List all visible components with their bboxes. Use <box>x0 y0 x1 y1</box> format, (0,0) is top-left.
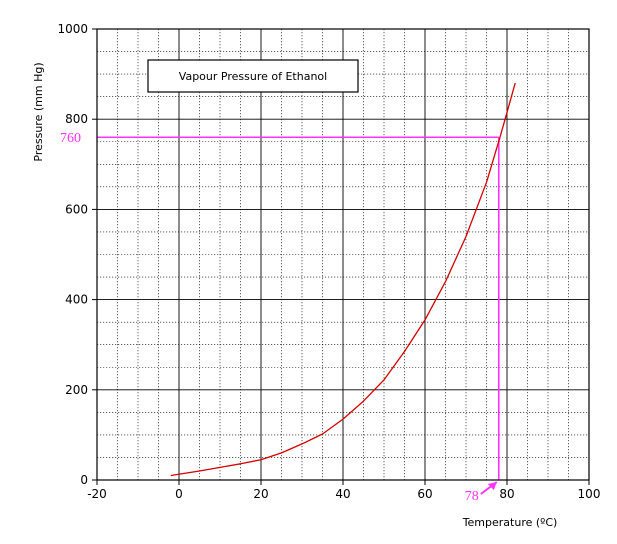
x-tick-label: 40 <box>335 487 350 501</box>
boiling-point-pressure-label: 760 <box>60 131 81 146</box>
y-tick-label: 1000 <box>57 22 88 36</box>
x-tick-label: 0 <box>175 487 183 501</box>
y-axis-title: Pressure (mm Hg) <box>32 62 45 161</box>
y-tick-label: 600 <box>65 202 88 216</box>
series-line-0 <box>170 82 516 477</box>
y-tick-label: 800 <box>65 112 88 126</box>
y-tick-label: 400 <box>65 293 88 307</box>
data-series <box>170 82 516 477</box>
boiling-point-temperature-label: 78 <box>465 489 479 504</box>
x-axis-title: Temperature (ºC) <box>462 516 558 529</box>
boiling-point-markers <box>97 136 500 480</box>
y-tick-label: 200 <box>65 383 88 397</box>
x-tick-label: 60 <box>417 487 432 501</box>
chart-title: Vapour Pressure of Ethanol <box>179 70 327 83</box>
x-tick-label: 80 <box>499 487 514 501</box>
y-tick-label: 0 <box>80 473 88 487</box>
x-tick-label: 100 <box>578 487 601 501</box>
chart-title-border <box>147 59 359 93</box>
x-tick-label: 20 <box>253 487 268 501</box>
boiling-point-arrow-head <box>487 482 497 490</box>
chart-title-box: Vapour Pressure of Ethanol <box>147 59 359 93</box>
x-tick-label: -20 <box>87 487 107 501</box>
